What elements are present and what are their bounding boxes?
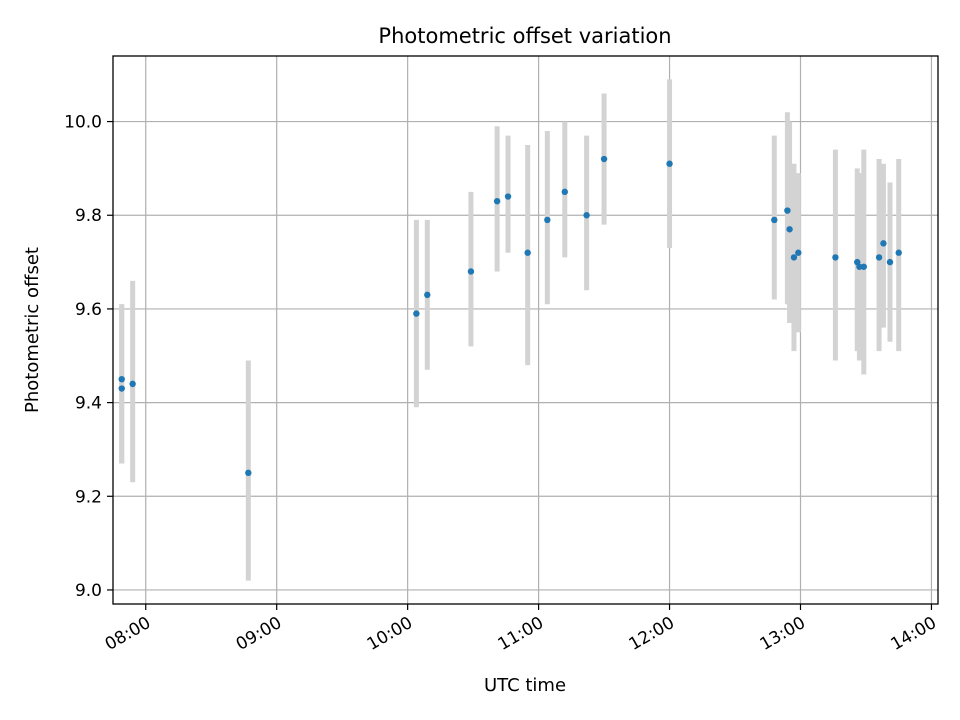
data-point [666,160,673,167]
data-point [413,310,420,317]
data-point [544,216,551,224]
data-point [467,268,475,275]
data-point [561,188,568,196]
data-point [118,375,125,383]
data-point [504,193,512,200]
data-point [493,197,501,205]
data-point [600,155,608,163]
y-axis-label: Photometric offset [22,247,43,413]
data-points [118,155,902,477]
y-tick-label: 10.0 [64,113,102,133]
data-point [524,249,531,256]
data-point [424,291,431,299]
data-point [832,254,839,261]
data-point [875,254,883,261]
y-tick-label: 9.6 [75,300,102,320]
y-tick-label: 9.0 [75,581,102,601]
chart-title: Photometric offset variation [378,24,671,48]
data-point [886,258,894,266]
x-axis-label: UTC time [484,675,566,696]
data-point [771,216,778,224]
y-tick-label: 9.4 [75,394,102,414]
data-point [860,263,867,270]
data-point [786,226,793,233]
data-point [784,207,791,214]
y-tick-label: 9.8 [75,206,102,226]
data-point [790,254,798,261]
data-point [118,385,125,392]
y-axis-ticks: 9.0 9.2 9.4 9.6 9.8 10.0 [64,113,113,601]
data-point [583,212,590,219]
data-point [795,249,802,256]
plot-frame [112,55,939,605]
y-tick-label: 9.2 [75,487,102,507]
data-point [880,240,887,247]
data-point [245,469,252,477]
data-point [129,380,136,388]
data-point [895,249,902,256]
